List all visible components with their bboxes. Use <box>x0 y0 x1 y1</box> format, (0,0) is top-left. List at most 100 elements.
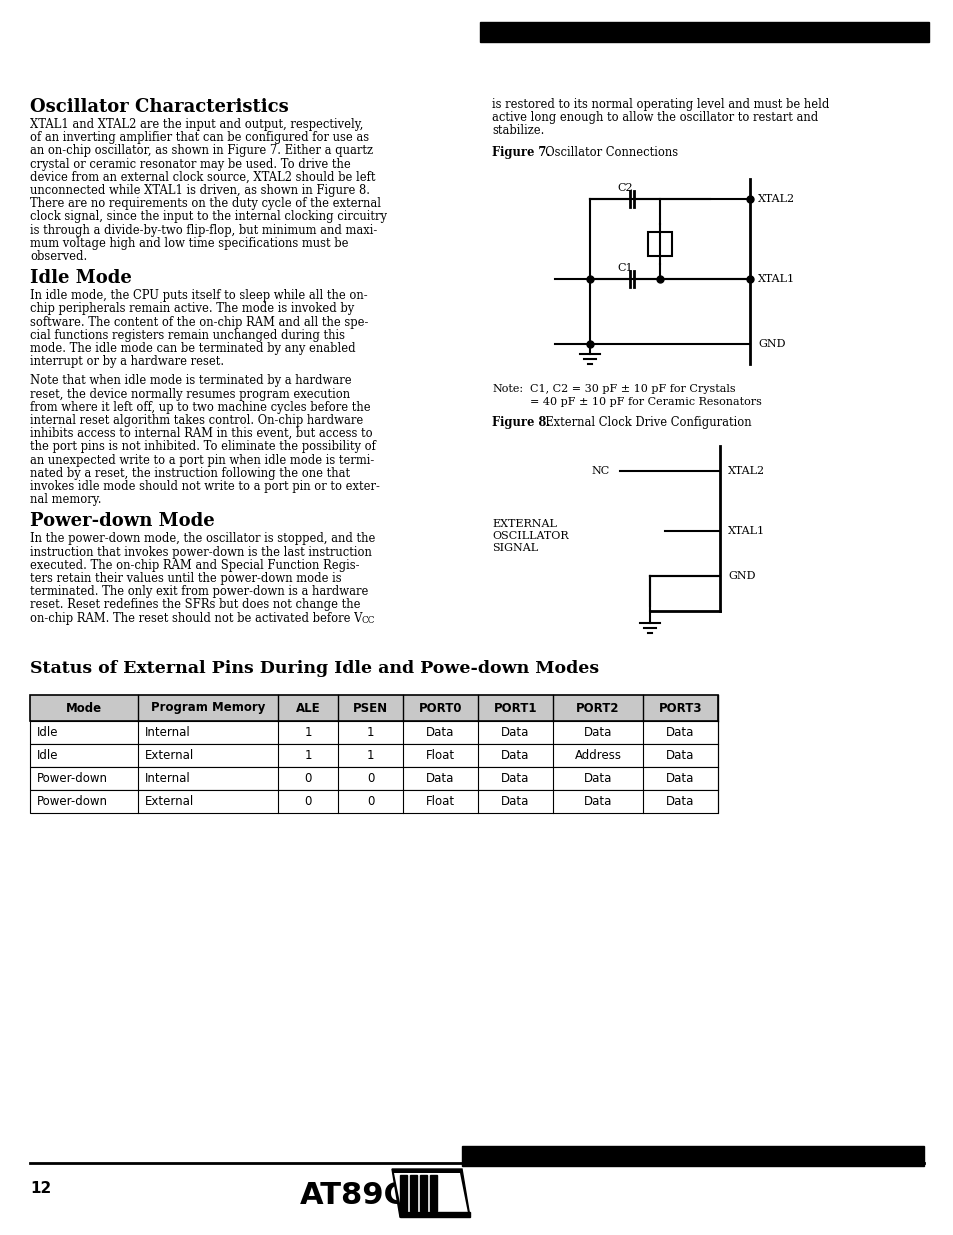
Text: Note:: Note: <box>492 384 522 394</box>
Text: GND: GND <box>727 571 755 580</box>
Polygon shape <box>392 1170 470 1216</box>
Text: There are no requirements on the duty cycle of the external: There are no requirements on the duty cy… <box>30 198 380 210</box>
Text: ATMEL: ATMEL <box>410 37 456 51</box>
Text: 0: 0 <box>366 795 374 808</box>
Text: Program Memory: Program Memory <box>151 701 265 715</box>
Text: C2: C2 <box>617 183 632 193</box>
Text: Float: Float <box>425 748 455 762</box>
Text: XTAL1: XTAL1 <box>758 274 794 284</box>
Bar <box>399 1174 407 1212</box>
Bar <box>30 767 718 790</box>
Text: Data: Data <box>583 772 612 785</box>
Text: mum voltage high and low time specifications must be: mum voltage high and low time specificat… <box>30 237 348 249</box>
Bar <box>30 743 718 767</box>
Text: Data: Data <box>665 772 694 785</box>
Text: mode. The idle mode can be terminated by any enabled: mode. The idle mode can be terminated by… <box>30 342 355 354</box>
Text: stabilize.: stabilize. <box>492 125 544 137</box>
Text: inhibits access to internal RAM in this event, but access to: inhibits access to internal RAM in this … <box>30 427 373 440</box>
Text: Mode: Mode <box>66 701 102 715</box>
Text: terminated. The only exit from power-down is a hardware: terminated. The only exit from power-dow… <box>30 585 368 598</box>
Text: ALE: ALE <box>295 701 320 715</box>
Text: nal memory.: nal memory. <box>30 493 101 506</box>
Bar <box>30 790 718 813</box>
Text: Internal: Internal <box>145 726 191 739</box>
Text: Oscillator Connections: Oscillator Connections <box>537 146 678 158</box>
Bar <box>430 1174 436 1212</box>
Text: EXTERNAL: EXTERNAL <box>492 519 557 529</box>
Text: Data: Data <box>500 795 529 808</box>
Text: the port pins is not inhibited. To eliminate the possibility of: the port pins is not inhibited. To elimi… <box>30 441 375 453</box>
Text: OSCILLATOR: OSCILLATOR <box>492 531 568 541</box>
Text: Data: Data <box>426 772 455 785</box>
Text: unconnected while XTAL1 is driven, as shown in Figure 8.: unconnected while XTAL1 is driven, as sh… <box>30 184 370 198</box>
Text: chip peripherals remain active. The mode is invoked by: chip peripherals remain active. The mode… <box>30 303 354 315</box>
Bar <box>461 1146 923 1166</box>
Text: 0: 0 <box>304 795 312 808</box>
Bar <box>419 1174 427 1212</box>
Text: XTAL1 and XTAL2 are the input and output, respectively,: XTAL1 and XTAL2 are the input and output… <box>30 119 363 131</box>
Text: on-chip RAM. The reset should not be activated before V: on-chip RAM. The reset should not be act… <box>30 611 362 625</box>
Text: PSEN: PSEN <box>353 701 388 715</box>
Text: ters retain their values until the power-down mode is: ters retain their values until the power… <box>30 572 341 585</box>
Text: device from an external clock source, XTAL2 should be left: device from an external clock source, XT… <box>30 170 375 184</box>
Text: Status of External Pins During Idle and Powe-down Modes: Status of External Pins During Idle and … <box>30 659 598 677</box>
Text: 1: 1 <box>304 726 312 739</box>
Text: Power-down: Power-down <box>37 795 108 808</box>
Text: Figure 7.: Figure 7. <box>492 146 550 158</box>
Text: XTAL2: XTAL2 <box>758 194 794 204</box>
Polygon shape <box>394 1173 468 1213</box>
Text: C1: C1 <box>617 263 632 273</box>
Text: Power-down: Power-down <box>37 772 108 785</box>
Text: Data: Data <box>665 748 694 762</box>
Text: C1, C2 = 30 pF ± 10 pF for Crystals: C1, C2 = 30 pF ± 10 pF for Crystals <box>530 384 735 394</box>
Text: GND: GND <box>758 338 784 348</box>
Text: External: External <box>145 795 194 808</box>
Bar <box>399 1212 470 1216</box>
Text: internal reset algorithm takes control. On-chip hardware: internal reset algorithm takes control. … <box>30 414 363 427</box>
Text: cial functions registers remain unchanged during this: cial functions registers remain unchange… <box>30 329 345 342</box>
Text: Internal: Internal <box>145 772 191 785</box>
Text: an on-chip oscillator, as shown in Figure 7. Either a quartz: an on-chip oscillator, as shown in Figur… <box>30 144 373 157</box>
Text: CC: CC <box>361 615 375 625</box>
Bar <box>30 721 718 743</box>
Text: Data: Data <box>500 772 529 785</box>
Text: observed.: observed. <box>30 249 87 263</box>
Text: 1: 1 <box>366 748 374 762</box>
Bar <box>479 22 928 42</box>
Text: Float: Float <box>425 795 455 808</box>
Text: executed. The on-chip RAM and Special Function Regis-: executed. The on-chip RAM and Special Fu… <box>30 558 359 572</box>
Text: from where it left off, up to two machine cycles before the: from where it left off, up to two machin… <box>30 401 370 414</box>
Text: 12: 12 <box>30 1181 51 1195</box>
Text: is restored to its normal operating level and must be held: is restored to its normal operating leve… <box>492 98 828 111</box>
Text: Data: Data <box>500 726 529 739</box>
Text: Note that when idle mode is terminated by a hardware: Note that when idle mode is terminated b… <box>30 374 352 388</box>
Text: 0: 0 <box>304 772 312 785</box>
Text: 1: 1 <box>366 726 374 739</box>
Text: In idle mode, the CPU puts itself to sleep while all the on-: In idle mode, the CPU puts itself to sle… <box>30 289 367 303</box>
Text: nated by a reset, the instruction following the one that: nated by a reset, the instruction follow… <box>30 467 350 480</box>
Text: In the power-down mode, the oscillator is stopped, and the: In the power-down mode, the oscillator i… <box>30 532 375 546</box>
Bar <box>410 1174 416 1212</box>
Text: 1: 1 <box>304 748 312 762</box>
Text: reset. Reset redefines the SFRs but does not change the: reset. Reset redefines the SFRs but does… <box>30 599 360 611</box>
Text: PORT0: PORT0 <box>418 701 462 715</box>
Text: Data: Data <box>583 795 612 808</box>
Text: External Clock Drive Configuration: External Clock Drive Configuration <box>537 416 751 429</box>
Text: Idle Mode: Idle Mode <box>30 269 132 288</box>
Text: instruction that invokes power-down is the last instruction: instruction that invokes power-down is t… <box>30 546 372 558</box>
Text: crystal or ceramic resonator may be used. To drive the: crystal or ceramic resonator may be used… <box>30 158 351 170</box>
Bar <box>30 695 718 721</box>
Text: of an inverting amplifier that can be configured for use as: of an inverting amplifier that can be co… <box>30 131 369 144</box>
Text: XTAL2: XTAL2 <box>727 466 764 475</box>
Text: interrupt or by a hardware reset.: interrupt or by a hardware reset. <box>30 356 224 368</box>
Text: reset, the device normally resumes program execution: reset, the device normally resumes progr… <box>30 388 350 400</box>
Text: active long enough to allow the oscillator to restart and: active long enough to allow the oscillat… <box>492 111 818 125</box>
Text: Data: Data <box>665 726 694 739</box>
Text: = 40 pF ± 10 pF for Ceramic Resonators: = 40 pF ± 10 pF for Ceramic Resonators <box>530 396 761 406</box>
Text: Power-down Mode: Power-down Mode <box>30 513 214 530</box>
Text: XTAL1: XTAL1 <box>727 526 764 536</box>
Text: PORT1: PORT1 <box>494 701 537 715</box>
Text: PORT2: PORT2 <box>576 701 619 715</box>
Text: is through a divide-by-two flip-flop, but minimum and maxi-: is through a divide-by-two flip-flop, bu… <box>30 224 376 237</box>
Text: software. The content of the on-chip RAM and all the spe-: software. The content of the on-chip RAM… <box>30 316 368 329</box>
